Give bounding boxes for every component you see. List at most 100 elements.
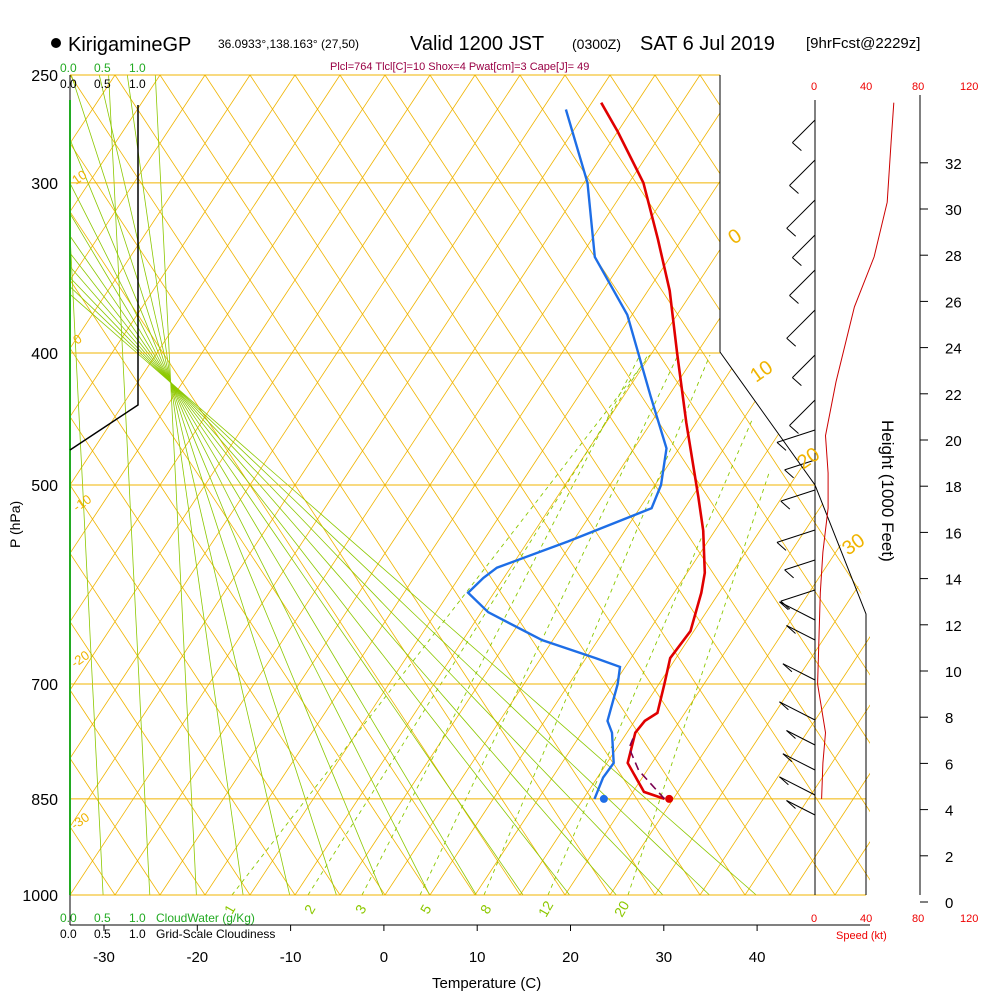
cloud-scale-bottom-black-0: 0.0: [60, 927, 77, 941]
speed-tick-top-2: 80: [912, 81, 924, 93]
speed-tick-bottom-0: 0: [811, 913, 817, 925]
y-tick-label: 500: [31, 478, 58, 495]
surface-dewpoint-point: [599, 794, 608, 803]
moist-adiabat-line: [108, 75, 151, 895]
wind-barb: [784, 459, 816, 471]
speed-tick-top-1: 40: [860, 81, 872, 93]
dry-adiabat-label: -20: [68, 647, 92, 670]
isotherm-line: [0, 75, 25, 895]
moist-adiabat-line: [98, 75, 291, 895]
speed-tick-bottom-2: 80: [912, 913, 924, 925]
plot-grid: [0, 74, 1000, 926]
speed-tick-bottom-1: 40: [860, 913, 872, 925]
wind-barb: [779, 776, 816, 796]
mixing-ratio-line: [547, 419, 753, 895]
y-tick-label: 300: [31, 176, 58, 193]
isotherm-line: [880, 75, 1000, 895]
dry-adiabat-line: [609, 75, 870, 471]
wind-barb-flag: [786, 800, 796, 809]
height-tick-label: 10: [945, 664, 962, 681]
wind-barb-flag: [792, 377, 802, 386]
isotherm-line: [744, 704, 870, 895]
cloud-scale-top-green-1: 0.5: [94, 61, 111, 75]
mixing-ratio-line: [307, 354, 649, 895]
wind-barb-flag: [784, 469, 794, 479]
wind-barb-flag: [792, 257, 802, 266]
station-coords: 36.0933°,138.163° (27,50): [218, 37, 359, 51]
height-tick-label: 24: [945, 341, 962, 358]
height-tick-label: 16: [945, 525, 962, 542]
wind-barb-flag: [792, 142, 802, 151]
cloud-scale-bottom-green-0: 0.0: [60, 911, 77, 925]
wind-barb: [789, 269, 816, 296]
moist-adiabat-line: [70, 75, 337, 895]
stability-indices: Plcl=764 Tlcl[C]=10 Shox=4 Pwat[cm]=3 Ca…: [330, 61, 589, 73]
wind-speed-label: Speed (kt): [836, 930, 887, 942]
height-tick-label: 8: [945, 710, 953, 727]
wind-barb-flag: [786, 730, 796, 739]
y-tick-label: 250: [31, 68, 58, 85]
height-tick-label: 28: [945, 248, 962, 265]
station-marker-icon: [51, 38, 61, 48]
wind-barb-flag: [779, 601, 789, 611]
temperature-profile: [600, 102, 707, 801]
wind-barb-flag: [786, 337, 797, 347]
dry-adiabat-line: [925, 75, 1000, 895]
height-tick-label: 18: [945, 479, 962, 496]
wind-barb: [786, 199, 816, 229]
isotherm-line: [970, 75, 1000, 895]
x-tick-label: -10: [280, 949, 302, 966]
moist-adiabat-line: [70, 293, 757, 895]
height-tick-label: 20: [945, 433, 962, 450]
dry-adiabat-line: [0, 75, 25, 895]
mixing-ratio-label: 2: [301, 902, 319, 917]
moist-adiabat-line: [70, 182, 430, 895]
x-tick-label: -20: [186, 949, 208, 966]
cloud-scale-top-green-0: 0.0: [60, 61, 77, 75]
mixing-ratio-label: 8: [477, 902, 495, 917]
isotherm-line: [654, 567, 870, 895]
cloudiness-label: Grid-Scale Cloudiness: [156, 927, 275, 941]
cloud-scale-top-black-0: 0.0: [60, 77, 77, 91]
height-tick-label: 12: [945, 618, 962, 635]
moist-adiabat-line: [0, 75, 10, 895]
wind-barb-flag: [776, 442, 787, 451]
mixing-ratio-label: 3: [352, 902, 370, 917]
cloud-scale-bottom-green-2: 1.0: [129, 911, 146, 925]
cloudwater-label: CloudWater (g/Kg): [156, 911, 255, 925]
cloud-scale-bottom-green-1: 0.5: [94, 911, 111, 925]
wind-barb: [782, 753, 816, 771]
moist-adiabat-line: [70, 266, 617, 895]
wind-barb-flag: [789, 295, 799, 304]
wind-barb-flag: [782, 663, 793, 673]
wind-barb-flag: [789, 185, 799, 194]
height-tick-label: 0: [945, 895, 953, 912]
wind-barb-flag: [784, 569, 794, 579]
cloud-scale-bottom-black-2: 1.0: [129, 927, 146, 941]
x-tick-label: 0: [380, 949, 388, 966]
wind-barb: [792, 119, 816, 143]
height-tick-label: 4: [945, 803, 953, 820]
wind-barb: [786, 730, 816, 746]
forecast-label: [9hrFcst@2229z]: [806, 35, 920, 52]
cloud-scale-bottom-black-1: 0.5: [94, 927, 111, 941]
x-tick-label: -30: [93, 949, 115, 966]
wind-barb: [776, 429, 816, 443]
height-tick-label: 22: [945, 387, 962, 404]
moist-adiabat-line: [70, 286, 710, 895]
mixing-ratio-label: 12: [535, 898, 557, 920]
wind-barb-flag: [782, 753, 793, 763]
wind-barb-flag: [776, 542, 787, 551]
speed-tick-top-0: 0: [811, 81, 817, 93]
wind-barb: [786, 800, 816, 816]
valid-time: Valid 1200 JST: [410, 33, 544, 55]
plot-edge-mask: [720, 75, 870, 614]
height-tick-label: 2: [945, 849, 953, 866]
mixing-ratio-line: [627, 469, 771, 895]
height-tick-label: 32: [945, 156, 962, 173]
x-tick-label: 20: [562, 949, 579, 966]
wind-barb: [792, 354, 816, 378]
y-tick-label: 700: [31, 677, 58, 694]
wind-barb-flag: [779, 776, 789, 786]
moist-adiabat-line: [70, 235, 524, 895]
